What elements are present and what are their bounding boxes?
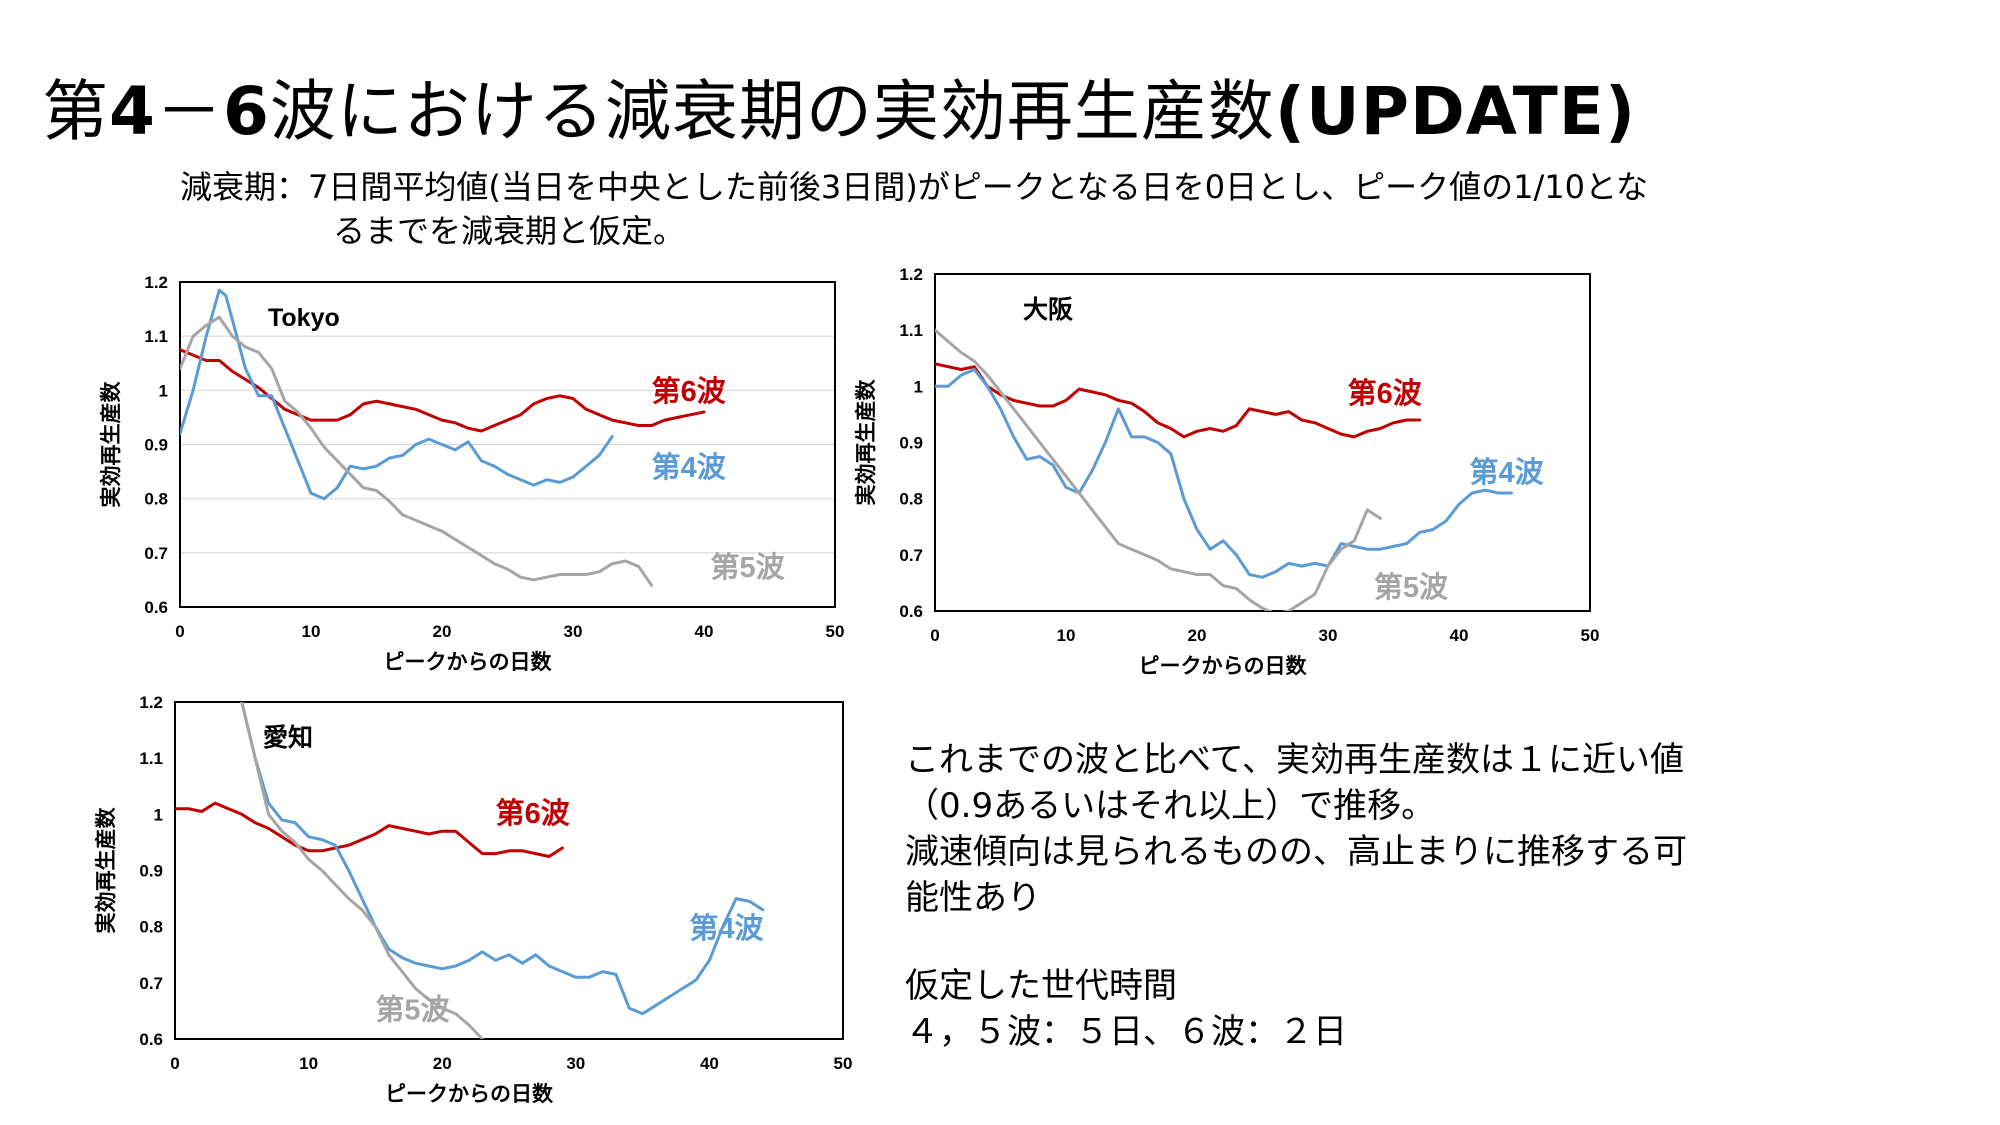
y-tick-label: 1.2 [139,693,163,712]
series-label: 第5波 [1374,570,1449,604]
series-line [175,801,564,858]
chart-tokyo: 0.6 0.7 0.8 0.9 1 1.1 1.2 0 10 20 30 40 50 ピークからの日数 実効… [99,273,845,674]
subtitle-line-2: るまでを減衰期と仮定。 [333,212,686,250]
note-line-3: 減速傾向は見られるものの、高止まりに推移する可 [905,832,1687,872]
x-axis-title: ピークからの日数 [384,651,553,674]
chart-aichi: 0.6 0.7 0.8 0.9 1 1.1 1.2 0 10 20 30 40 50 ピークからの日数 実効… [94,693,853,1106]
x-tick-label: 40 [700,1054,719,1073]
series-label: 第6波 [1348,376,1423,410]
series-label: 第4波 [652,450,727,484]
series-label: 第6波 [496,796,571,830]
y-tick-label: 0.9 [139,862,163,881]
y-tick-label: 1.1 [899,321,923,340]
series-label: 第4波 [689,911,764,945]
plot-frame [174,701,844,1040]
y-tick-label: 0.9 [144,436,168,455]
note-line-1: これまでの波と比べて、実効再生産数は１に近い値 [905,740,1684,780]
y-tick-label: 1.2 [144,273,168,292]
y-tick-label: 1.2 [899,265,923,284]
x-tick-label: 30 [564,622,583,641]
x-tick-label: 30 [566,1054,585,1073]
series-line [240,702,765,1016]
y-axis-title: 実効再生産数 [854,379,878,506]
y-tick-label: 0.7 [899,546,923,565]
note-line-5: 仮定した世代時間 [905,966,1177,1006]
subtitle-line-1: 減衰期：7日間平均値(当日を中央とした前後3日間)がピークとなる日を0日とし、ピ… [180,168,1648,206]
x-tick-label: 50 [1581,626,1600,645]
y-tick-label: 0.9 [899,434,923,453]
series-label: 第5波 [375,992,450,1026]
x-tick-label: 0 [170,1054,179,1073]
plot-frame [179,281,836,608]
x-tick-label: 0 [175,622,184,641]
y-tick-label: 0.8 [144,490,168,509]
y-axis-title: 実効再生産数 [94,807,118,934]
page-title: 第4－6波における減衰期の実効再生産数(UPDATE) [42,73,1637,150]
x-tick-label: 30 [1319,626,1338,645]
y-tick-label: 0.7 [144,544,168,563]
y-tick-label: 1 [154,805,163,824]
series-line [935,328,1382,611]
y-tick-label: 1 [159,381,168,400]
chart-osaka: 0.6 0.7 0.8 0.9 1 1.1 1.2 0 10 20 30 40 50 ピークからの日数 実効… [854,265,1600,678]
series-line [180,315,654,587]
x-tick-label: 10 [1057,626,1076,645]
panel-title: 愛知 [263,724,313,752]
panel-title: Tokyo [268,304,340,332]
y-tick-label: 1.1 [139,749,163,768]
note-line-6: ４，５波：５日、６波：２日 [905,1012,1347,1052]
note-line-4: 能性あり [905,878,1041,918]
x-axis-title: ピークからの日数 [385,1083,554,1106]
x-tick-label: 10 [302,622,321,641]
plot-frame [934,273,1591,612]
y-tick-label: 0.6 [144,598,168,617]
y-tick-label: 1.1 [144,327,168,346]
series-line [935,368,1513,579]
note-line-2: （0.9あるいはそれ以上）で推移。 [905,786,1436,826]
series-line [240,702,484,1039]
series-label: 第4波 [1469,455,1544,489]
x-tick-label: 20 [433,1054,452,1073]
y-tick-label: 0.8 [139,918,163,937]
series-line [180,288,614,501]
y-tick-label: 0.7 [139,974,163,993]
x-tick-label: 10 [299,1054,318,1073]
y-tick-label: 0.6 [139,1030,163,1049]
y-tick-label: 0.6 [899,602,923,621]
y-tick-label: 0.8 [899,490,923,509]
y-axis-title: 実効再生産数 [99,381,123,508]
x-axis-title: ピークからの日数 [1139,655,1308,678]
x-tick-label: 20 [433,622,452,641]
x-tick-label: 50 [834,1054,853,1073]
x-tick-label: 50 [826,622,845,641]
x-tick-label: 40 [1450,626,1469,645]
series-label: 第5波 [711,550,786,584]
series-label: 第6波 [652,374,727,408]
x-tick-label: 40 [695,622,714,641]
x-tick-label: 20 [1188,626,1207,645]
x-tick-label: 0 [930,626,939,645]
series-line [935,362,1422,439]
panel-title: 大阪 [1023,296,1073,324]
y-tick-label: 1 [914,377,923,396]
